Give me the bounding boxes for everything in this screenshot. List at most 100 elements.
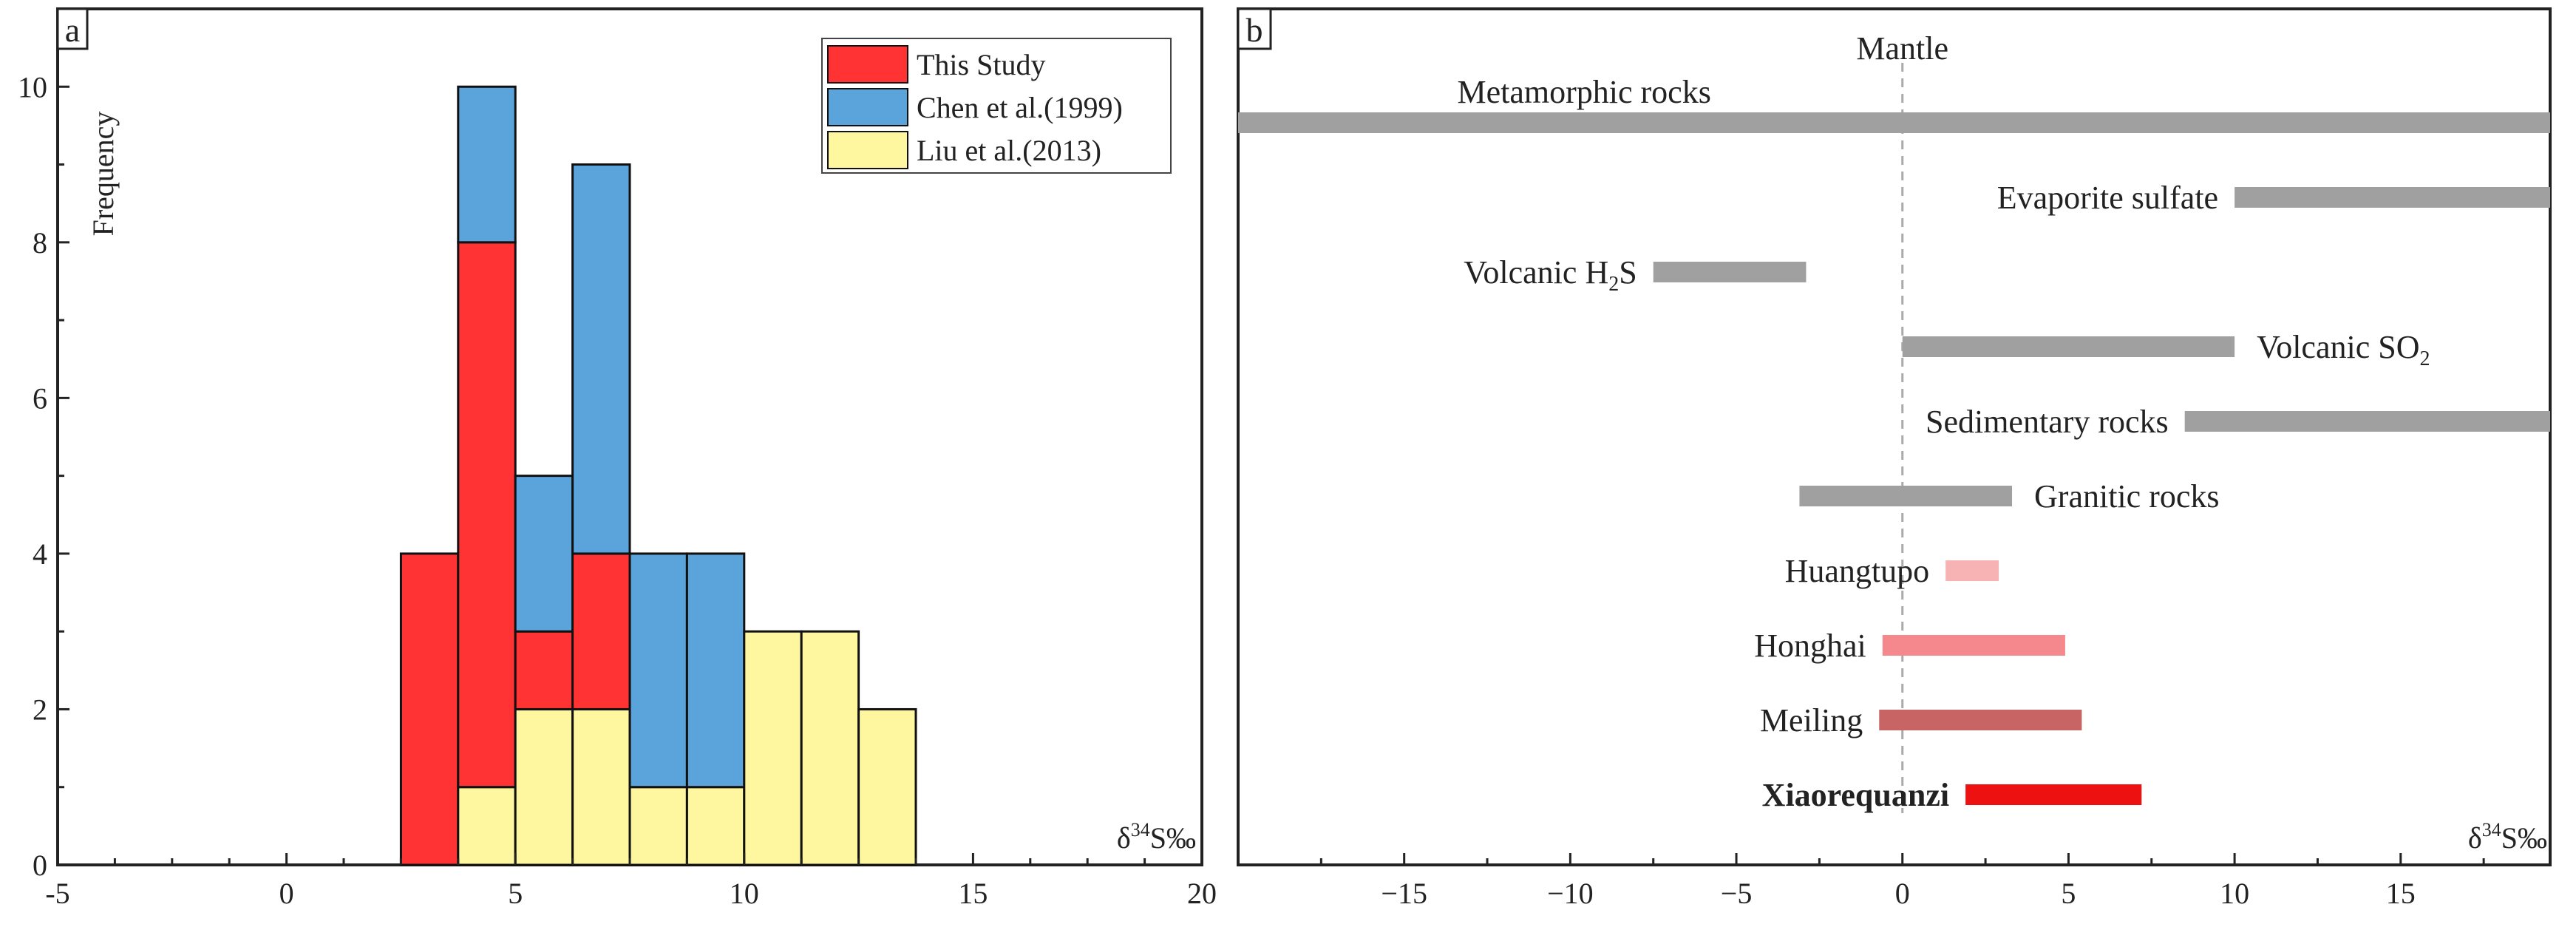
x-axis-title: δ34S‰ [1117, 819, 1196, 855]
y-axis-ticks: 0 2 4 6 8 10 [18, 7, 69, 882]
x-axis-title: δ34S‰ [2468, 819, 2547, 855]
mantle-reference: Mantle [1856, 30, 1948, 813]
bar-this-study-bin-3 [571, 552, 631, 710]
x-tick-label: -5 [45, 877, 69, 910]
range-bar-huangtupo [1945, 560, 1999, 581]
x-tick-label: 0 [1895, 877, 1910, 910]
range-label-evaporite-sulfate: Evaporite sulfate [1997, 180, 2218, 216]
panel-a-tag-box [56, 7, 89, 50]
legend: This Study Chen et al.(1999) Liu et al.(20… [821, 38, 1172, 174]
range-label-text: Sedimentary rocks [1926, 404, 2169, 440]
x-tick-label: 15 [958, 877, 988, 910]
range-label-text: Volcanic SO [2257, 329, 2419, 365]
x-tick-label: 20 [1187, 877, 1217, 910]
range-label-volcanic-h: Volcanic H2S [1464, 254, 1637, 296]
y-tick-label: 4 [33, 537, 47, 571]
bar-liu-et-al-2013--bin-1 [457, 786, 517, 866]
range-label-text: Metamorphic rocks [1457, 74, 1710, 110]
y-tick-label: 0 [33, 849, 47, 882]
x-tick-label: 10 [2220, 877, 2249, 910]
x-tick-label: −10 [1547, 877, 1594, 910]
range-bar-meiling [1879, 710, 2082, 730]
range-label-honghai: Honghai [1754, 628, 1866, 664]
range-bar-granitic-rocks [1799, 486, 2013, 506]
legend-swatch [827, 88, 908, 126]
bar-liu-et-al-2013--bin-3 [571, 707, 631, 866]
panel-b-frame [1237, 7, 2552, 866]
range-label-subscript: 2 [2419, 347, 2430, 370]
range-label-text: Meiling [1760, 702, 1863, 738]
x-tick-label: −15 [1381, 877, 1427, 910]
range-bar-sedimentary-rocks [2184, 411, 2550, 432]
x-axis-title-rest: S‰ [2501, 821, 2547, 855]
bar-liu-et-al-2013--bin-4 [628, 786, 688, 866]
range-bar-volcanic-so [1902, 336, 2235, 357]
range-bars: Metamorphic rocks Evaporite sulfate Volcan… [1238, 74, 2550, 813]
bar-liu-et-al-2013--bin-7 [800, 630, 860, 866]
range-label-granitic-rocks: Granitic rocks [2034, 478, 2219, 515]
range-label-text: Xiaorequanzi [1762, 777, 1949, 813]
range-label-text: Granitic rocks [2034, 478, 2219, 515]
x-tick-label: 15 [2386, 877, 2416, 910]
bar-liu-et-al-2013--bin-2 [514, 707, 574, 866]
y-axis-title: Frequency [86, 112, 120, 237]
legend-swatch [827, 131, 908, 169]
bar-this-study-bin-2 [514, 630, 574, 710]
legend-label: Liu et al.(2013) [917, 134, 1101, 167]
panel-b-range-chart: b Mantle Metamorphic rocks Evaporite sulf… [1237, 7, 2552, 910]
bar-liu-et-al-2013--bin-6 [743, 630, 803, 866]
range-label-huangtupo: Huangtupo [1785, 553, 1930, 589]
x-axis-title-rest: S‰ [1150, 821, 1196, 855]
range-label-sedimentary-rocks: Sedimentary rocks [1926, 404, 2169, 440]
panel-b-tag: b [1246, 11, 1263, 49]
range-bar-honghai [1882, 635, 2065, 656]
panel-a-tag: a [65, 11, 80, 49]
range-label-subscript: 2 [1608, 273, 1619, 296]
x-tick-label: 0 [279, 877, 294, 910]
x-tick-label: 5 [508, 877, 523, 910]
x-tick-label: 5 [2061, 877, 2076, 910]
range-label-text: Honghai [1754, 628, 1866, 664]
x-axis-ticks: -5 0 5 10 15 20 [45, 853, 1217, 910]
range-label-xiaorequanzi: Xiaorequanzi [1762, 777, 1949, 813]
panel-b-tag-box [1237, 7, 1272, 50]
bar-this-study-bin-1 [457, 241, 517, 789]
bar-chen-et-al-1999--bin-2 [514, 475, 574, 633]
bar-liu-et-al-2013--bin-8 [857, 707, 917, 866]
y-tick-label: 10 [18, 70, 47, 103]
bar-chen-et-al-1999--bin-3 [571, 163, 631, 555]
x-axis-title-sup: 34 [2482, 819, 2501, 841]
x-axis-title-delta: δ [1117, 821, 1131, 855]
range-label-metamorphic-rocks: Metamorphic rocks [1457, 74, 1710, 110]
range-bar-metamorphic-rocks [1238, 112, 2550, 133]
legend-label: Chen et al.(1999) [917, 91, 1123, 124]
range-bar-xiaorequanzi [1965, 784, 2142, 805]
mantle-label: Mantle [1856, 30, 1948, 67]
x-tick-label: −5 [1721, 877, 1753, 910]
y-tick-label: 8 [33, 226, 47, 259]
bar-chen-et-al-1999--bin-4 [628, 552, 688, 789]
bar-chen-et-al-1999--bin-1 [457, 85, 517, 244]
x-axis-title-delta: δ [2468, 821, 2482, 855]
range-label-text: Volcanic H [1464, 254, 1608, 291]
x-axis-title-sup: 34 [1131, 819, 1150, 841]
y-tick-label: 2 [33, 693, 47, 726]
range-label-text: Evaporite sulfate [1997, 180, 2218, 216]
x-axis-ticks: −15 −10 −5 0 5 10 15 [1237, 853, 2485, 910]
range-label-volcanic-so: Volcanic SO2 [2257, 329, 2430, 370]
bar-this-study-bin-0 [399, 552, 460, 866]
histogram-bars [399, 85, 917, 866]
range-label-tail: S [1619, 254, 1637, 291]
range-label-meiling: Meiling [1760, 702, 1863, 738]
bar-liu-et-al-2013--bin-5 [685, 786, 746, 866]
y-tick-label: 6 [33, 381, 47, 415]
bar-chen-et-al-1999--bin-5 [685, 552, 746, 789]
x-tick-label: 10 [730, 877, 759, 910]
range-label-text: Huangtupo [1785, 553, 1930, 589]
legend-label: This Study [917, 48, 1045, 81]
legend-swatch [827, 45, 908, 84]
range-bar-evaporite-sulfate [2235, 187, 2550, 208]
range-bar-volcanic-h [1653, 262, 1807, 282]
